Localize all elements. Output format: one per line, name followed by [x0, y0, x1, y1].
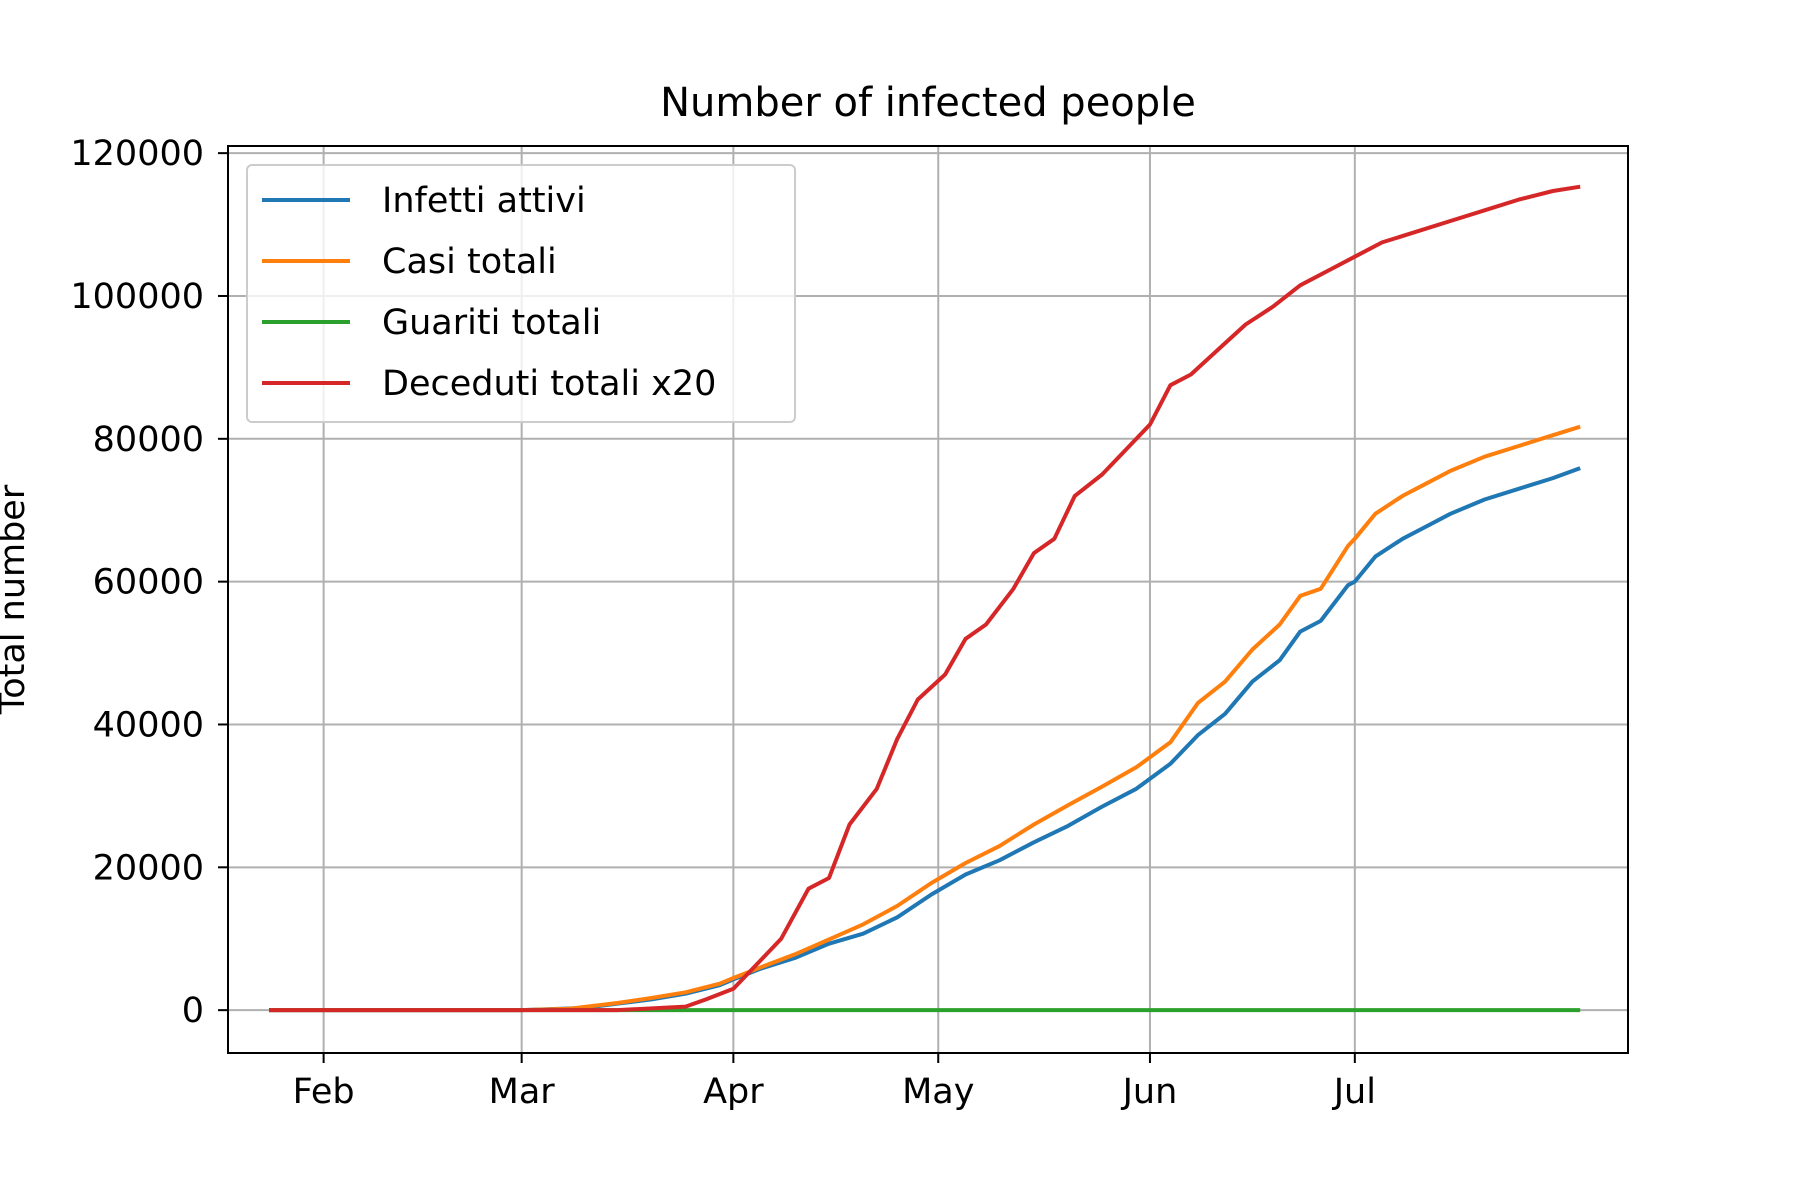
y-tick-label: 0 [182, 991, 204, 1031]
y-tick-label: 20000 [93, 848, 204, 888]
legend-box [246, 164, 796, 423]
legend-items: Infetti attivi Casi totali Guariti totali D… [262, 181, 716, 404]
series-line-deceduti-totali-x20 [269, 184, 1581, 1013]
y-tick-label: 100000 [70, 277, 204, 317]
x-tick-label: Apr [703, 1072, 764, 1112]
y-tick-label: 40000 [93, 705, 204, 745]
tick-layer: Feb Mar Apr May Jun Jul 0 20000 40000 60000 80000 1… [70, 134, 1376, 1112]
series-line-casi-totali [269, 424, 1581, 1013]
plot-frame [227, 145, 1629, 1054]
series-layer [269, 184, 1581, 1013]
x-tick-label: Jun [1121, 1072, 1178, 1112]
y-axis-label: Total number [0, 484, 33, 715]
x-tick-label: Mar [489, 1072, 556, 1112]
y-tick-label: 80000 [93, 420, 204, 460]
legend-label: Guariti totali [382, 303, 601, 343]
legend-label: Deceduti totali x20 [382, 364, 716, 404]
x-tick-label: Feb [293, 1072, 355, 1112]
legend: Infetti attivi Casi totali Guariti totali D… [246, 164, 796, 423]
legend-label: Infetti attivi [382, 181, 586, 221]
x-tick-label: Jul [1332, 1072, 1376, 1112]
x-tick-label: May [902, 1072, 974, 1112]
y-tick-label: 120000 [70, 134, 204, 174]
legend-label: Casi totali [382, 242, 557, 282]
chart-title: Number of infected people [660, 80, 1196, 126]
y-tick-label: 60000 [93, 563, 204, 603]
